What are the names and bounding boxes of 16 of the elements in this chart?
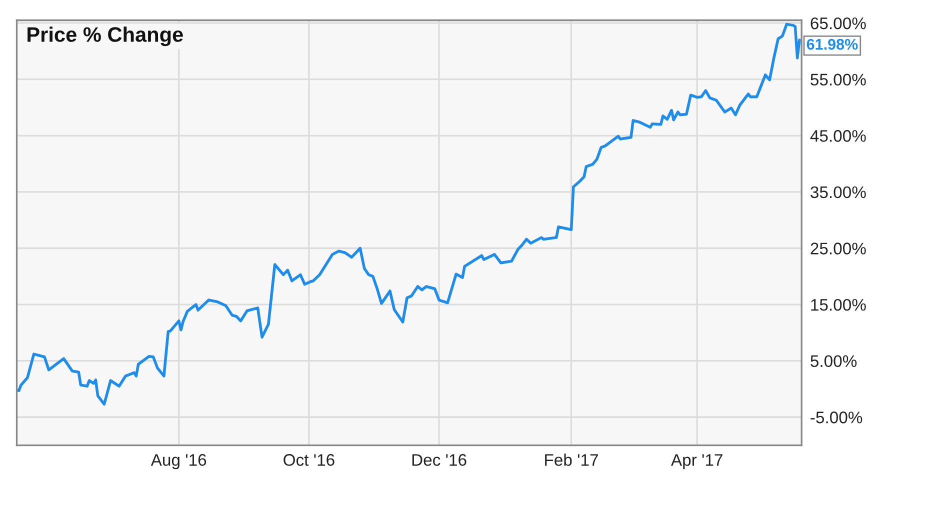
y-tick-label: -5.00% <box>810 412 862 424</box>
x-tick-label: Oct '16 <box>284 454 334 466</box>
line-series <box>16 22 801 406</box>
y-tick-label: 5.00% <box>810 355 857 368</box>
x-tick-label: Dec '16 <box>412 454 466 466</box>
x-tick-label: Feb '17 <box>545 454 598 466</box>
x-tick-label: Apr '17 <box>670 454 722 470</box>
y-tick-label: 15.00% <box>811 298 866 311</box>
y-tick-label: 65.00% <box>810 17 866 30</box>
chart-title: Price % Change <box>28 26 183 46</box>
annotation: 61.98% <box>806 38 858 50</box>
y-tick-label: 25.00% <box>810 242 866 254</box>
y-tick-label: 35.00% <box>810 186 866 198</box>
x-tick-label: Aug '16 <box>150 454 206 470</box>
y-tick-label: 55.00% <box>810 74 866 86</box>
y-tick-label: 45.00% <box>810 130 866 142</box>
